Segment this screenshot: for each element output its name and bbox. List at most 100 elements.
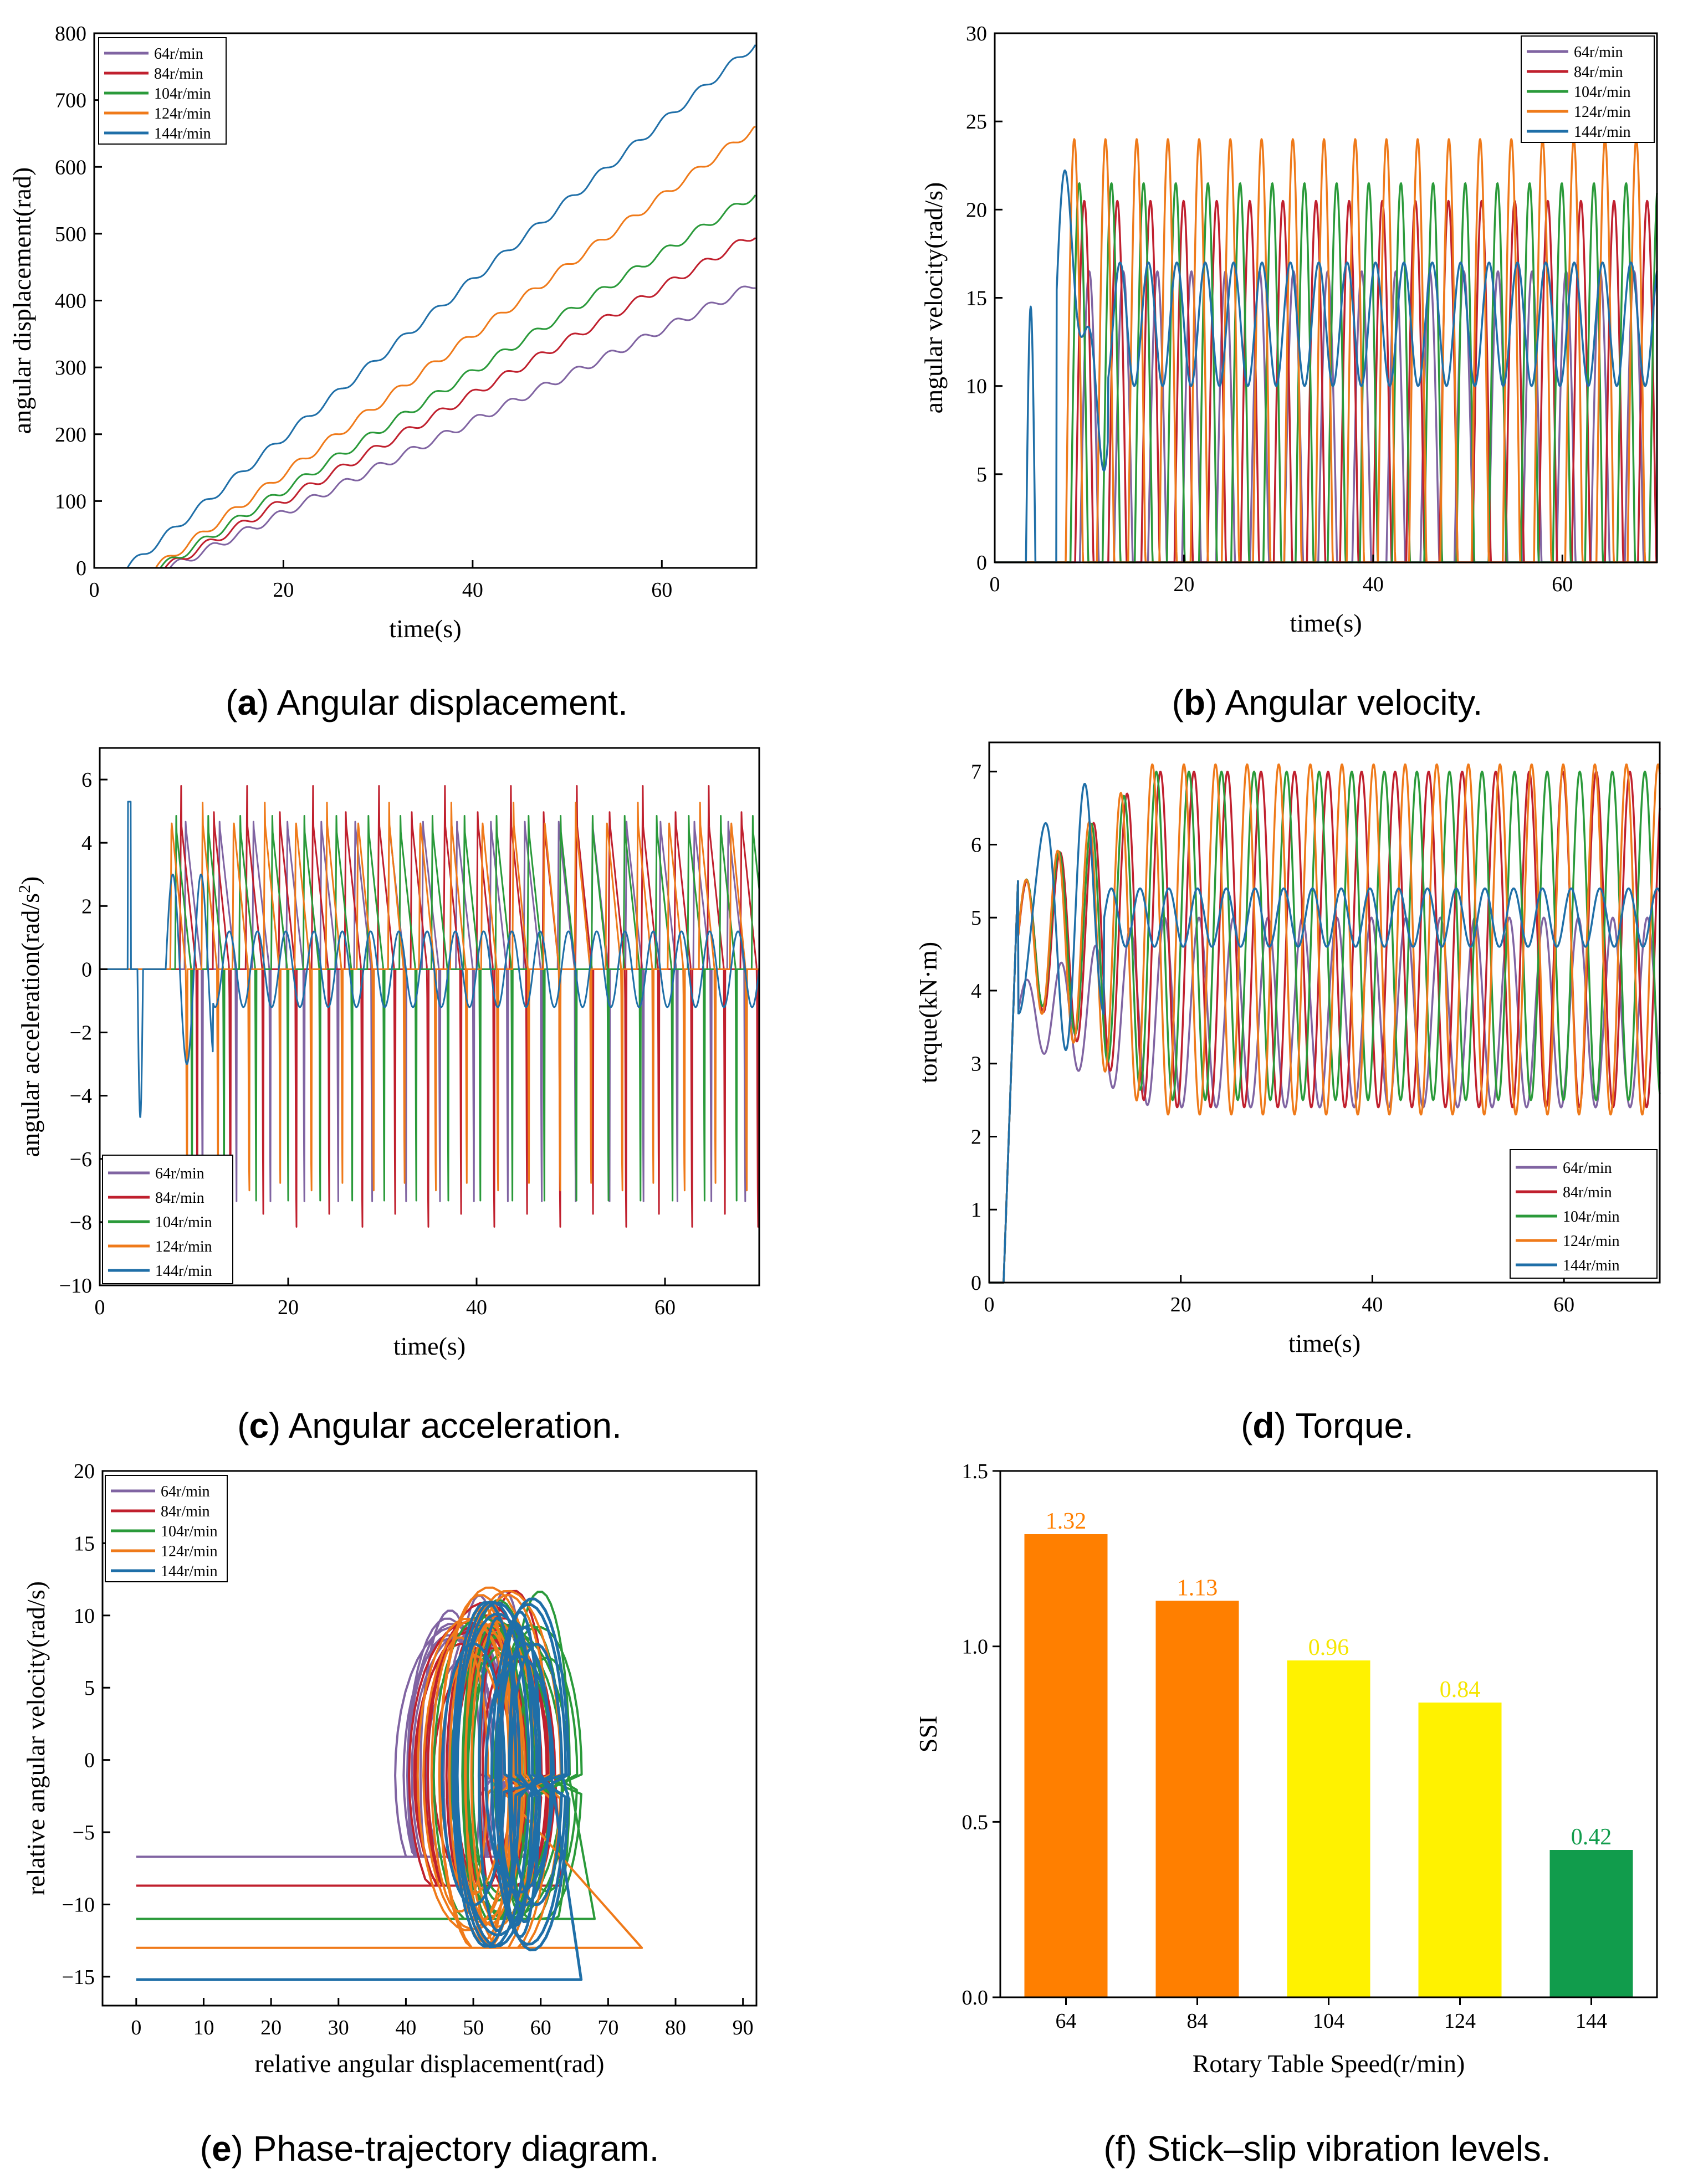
x-axis-label: Rotary Table Speed(r/min) <box>1193 2049 1465 2078</box>
y-tick-label: 800 <box>55 22 86 45</box>
y-tick-label: 500 <box>55 223 86 246</box>
caption-b: (b) Angular velocity. <box>1172 683 1483 722</box>
x-tick-label: 0 <box>990 573 1000 596</box>
legend-box <box>105 1475 228 1582</box>
x-axis-label: time(s) <box>1290 609 1362 637</box>
y-tick-label: −15 <box>62 1966 95 1989</box>
legend-label: 64r/min <box>154 45 203 63</box>
legend-label: 124r/min <box>154 105 211 122</box>
y-tick-label: 0.5 <box>962 1811 989 1834</box>
plot-frame <box>988 741 1661 1284</box>
legend-box <box>102 1155 233 1284</box>
chart-d: 0 20 40 60 0 1 2 3 4 5 6 7 time(s) torque(kN·m) 64r/mi… <box>914 741 1661 1357</box>
legend-label: 144r/min <box>154 125 211 142</box>
x-tick-label: 40 <box>1362 1293 1383 1316</box>
x-tick-label: 90 <box>733 2016 754 2039</box>
y-tick-label: 5 <box>976 463 987 486</box>
y-tick-label: 3 <box>971 1053 981 1076</box>
bar-value-label: 0.96 <box>1308 1635 1349 1660</box>
caption-e: (e) Phase-trajectory diagram. <box>200 2129 659 2168</box>
series-line-84r/min <box>94 237 756 569</box>
y-tick-label: 5 <box>971 906 981 930</box>
x-axis-label: time(s) <box>1288 1329 1360 1357</box>
legend-box <box>1510 1149 1658 1279</box>
bar-104 <box>1287 1660 1370 1997</box>
caption-d: (d) Torque. <box>1241 1406 1414 1445</box>
y-tick-label: 600 <box>55 156 86 179</box>
y-tick-label: 0 <box>971 1272 981 1295</box>
chart-a: 0 20 40 600100200300400500600700800time(s)a… <box>8 22 758 643</box>
y-axis-label: relative angular velocity(rad/s) <box>22 1581 50 1895</box>
x-tick-label: 84 <box>1187 2009 1208 2033</box>
y-tick-label: 6 <box>971 833 981 857</box>
x-tick-label: 40 <box>1363 573 1384 596</box>
legend-label: 84r/min <box>155 1190 204 1207</box>
y-tick-label: 2 <box>81 895 92 918</box>
y-tick-label: 0 <box>81 958 92 981</box>
y-tick-label: 25 <box>966 110 987 134</box>
caption-letter: c <box>249 1406 269 1445</box>
bar-value-label: 1.32 <box>1046 1509 1087 1534</box>
chart-e: 0 10 20 30 40 50 60 70 80 90 −15 −10 −5 0 5 10 15 20 relat… <box>22 1460 758 2078</box>
x-tick-label: 40 <box>395 2016 416 2039</box>
y-axis-label: angular acceleration(rad/s2) <box>16 876 45 1157</box>
y-axis-label-end: ) <box>16 876 44 885</box>
plot-frame <box>999 1470 1658 1998</box>
caption-c: (c) Angular acceleration. <box>237 1406 622 1445</box>
legend-label: 84r/min <box>154 65 203 83</box>
legend-box <box>98 37 227 145</box>
x-tick-label: 10 <box>193 2016 214 2039</box>
series-line-84r/min <box>989 771 1661 1284</box>
x-axis-label: time(s) <box>389 614 461 643</box>
legend-label: 124r/min <box>155 1238 212 1255</box>
legend-label: 104r/min <box>1574 84 1631 101</box>
series-line-124r/min <box>989 763 1661 1284</box>
x-tick-label: 80 <box>665 2016 686 2039</box>
legend-label: 84r/min <box>161 1503 210 1520</box>
x-tick-label: 30 <box>328 2016 349 2039</box>
y-tick-label: 2 <box>971 1125 981 1149</box>
y-tick-label: 0 <box>976 551 987 575</box>
y-tick-label: 15 <box>966 287 987 310</box>
series-line-144r/min <box>94 44 756 569</box>
y-tick-label: 0 <box>76 557 86 580</box>
x-axis-label: time(s) <box>393 1332 466 1360</box>
y-tick-label: 7 <box>971 761 981 784</box>
caption-a: (a) Angular displacement. <box>226 683 628 722</box>
legend-label: 124r/min <box>161 1543 218 1560</box>
series-line-144r/min <box>99 801 760 1118</box>
x-tick-label: 40 <box>466 1296 487 1319</box>
y-tick-label: 1 <box>971 1198 981 1222</box>
y-tick-label: 20 <box>74 1460 95 1483</box>
legend-label: 104r/min <box>1563 1208 1620 1226</box>
x-tick-label: 40 <box>462 578 483 602</box>
chart-c: 0 20 40 60 −10 −8 −6 −4 −2 0 2 4 6 time(s) angular acc… <box>16 747 760 1360</box>
x-tick-label: 60 <box>1553 1293 1574 1316</box>
x-tick-label: 124 <box>1444 2009 1476 2033</box>
series-line-124r/min <box>994 138 1658 563</box>
y-axis-label: angular displacement(rad) <box>8 167 36 434</box>
bar-64 <box>1024 1534 1108 1997</box>
y-axis-label: torque(kN·m) <box>914 942 942 1083</box>
y-tick-label: −8 <box>70 1211 92 1234</box>
y-axis-label-superscript: 2 <box>16 885 34 893</box>
y-axis-label: SSI <box>914 1716 942 1752</box>
x-tick-label: 20 <box>273 578 294 602</box>
y-tick-label: 10 <box>74 1604 95 1628</box>
bar-84 <box>1155 1601 1239 1997</box>
x-tick-label: 0 <box>131 2016 141 2039</box>
y-tick-label: 0.0 <box>962 1986 989 2009</box>
caption-letter: e <box>212 2129 232 2168</box>
y-tick-label: 400 <box>55 290 86 313</box>
series-line-144r/min <box>136 1597 583 1981</box>
series-line-124r/min <box>99 802 760 1192</box>
legend-label: 144r/min <box>1574 124 1631 141</box>
y-tick-label: 5 <box>84 1677 95 1700</box>
series-line-124r/min <box>94 126 756 569</box>
legend-label: 104r/min <box>161 1523 218 1540</box>
series-line-104r/min <box>94 194 756 569</box>
x-tick-label: 20 <box>1173 573 1194 596</box>
y-tick-label: 100 <box>55 490 86 513</box>
y-tick-label: 20 <box>966 198 987 222</box>
